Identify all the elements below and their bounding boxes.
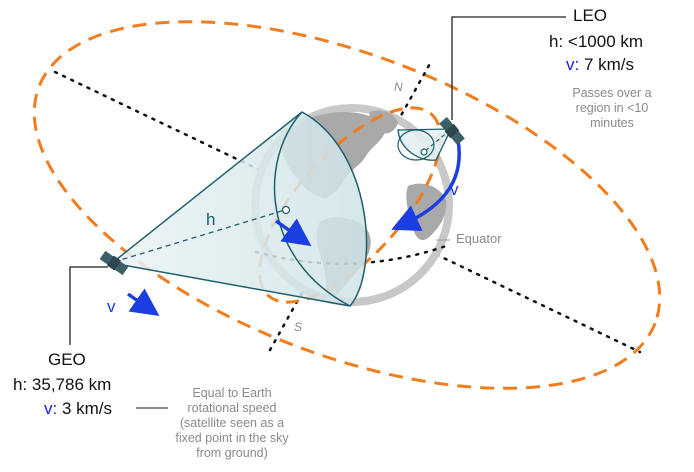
- leo-footprint: [397, 129, 435, 161]
- geo-footprint-edge: [273, 111, 351, 307]
- geo-speed-prefix: v:: [44, 399, 58, 418]
- land-greenland: [369, 110, 398, 134]
- geo-height-line: [113, 209, 286, 263]
- leo-velocity-arrow: [391, 139, 461, 231]
- geo-velocity-label: v: [107, 297, 116, 316]
- geo-distance-label: h: [206, 210, 216, 229]
- geo-velocity-arrow: [126, 288, 160, 317]
- geo-speed-note: Equal to Earth rotational speed (satelli…: [175, 386, 289, 460]
- geo-name: GEO: [48, 350, 86, 369]
- leo-coverage-cone: [397, 128, 453, 161]
- geo-speed-value: 3 km/s: [57, 399, 113, 418]
- earth-center-point: [281, 205, 291, 215]
- leo-speed-value: 7 km/s: [579, 55, 635, 74]
- geo-height-value: 35,786 km: [31, 375, 112, 394]
- geo-satellite-icon: [99, 250, 129, 276]
- leo-name: LEO: [573, 6, 608, 25]
- south-label: S: [294, 320, 303, 334]
- leo-callout-line: [451, 16, 566, 120]
- leo-height-prefix: h:: [549, 32, 568, 51]
- leo-speed: v: 7 km/s: [566, 55, 634, 75]
- leo-height: h: <1000 km: [549, 32, 643, 52]
- leo-velocity-label: v: [450, 180, 459, 199]
- leo-pass-note: Passes over a region in <10 minutes: [572, 86, 652, 130]
- leo-satellite-icon: [439, 117, 465, 145]
- leo-height-value: <1000 km: [567, 32, 644, 51]
- north-label: N: [394, 80, 403, 94]
- leo-nadir-point: [420, 148, 428, 156]
- geo-height-prefix: h:: [13, 375, 32, 394]
- geo-coverage-cone: [111, 111, 368, 307]
- equator-label: Equator: [456, 231, 502, 246]
- leo-speed-prefix: v:: [566, 55, 580, 74]
- leo-height-line: [423, 129, 451, 153]
- geo-callout-line: [69, 266, 108, 345]
- earth-rotation-arrow: [274, 218, 312, 247]
- geo-height: h: 35,786 km: [13, 375, 111, 395]
- geo-speed: v: 3 km/s: [44, 399, 112, 419]
